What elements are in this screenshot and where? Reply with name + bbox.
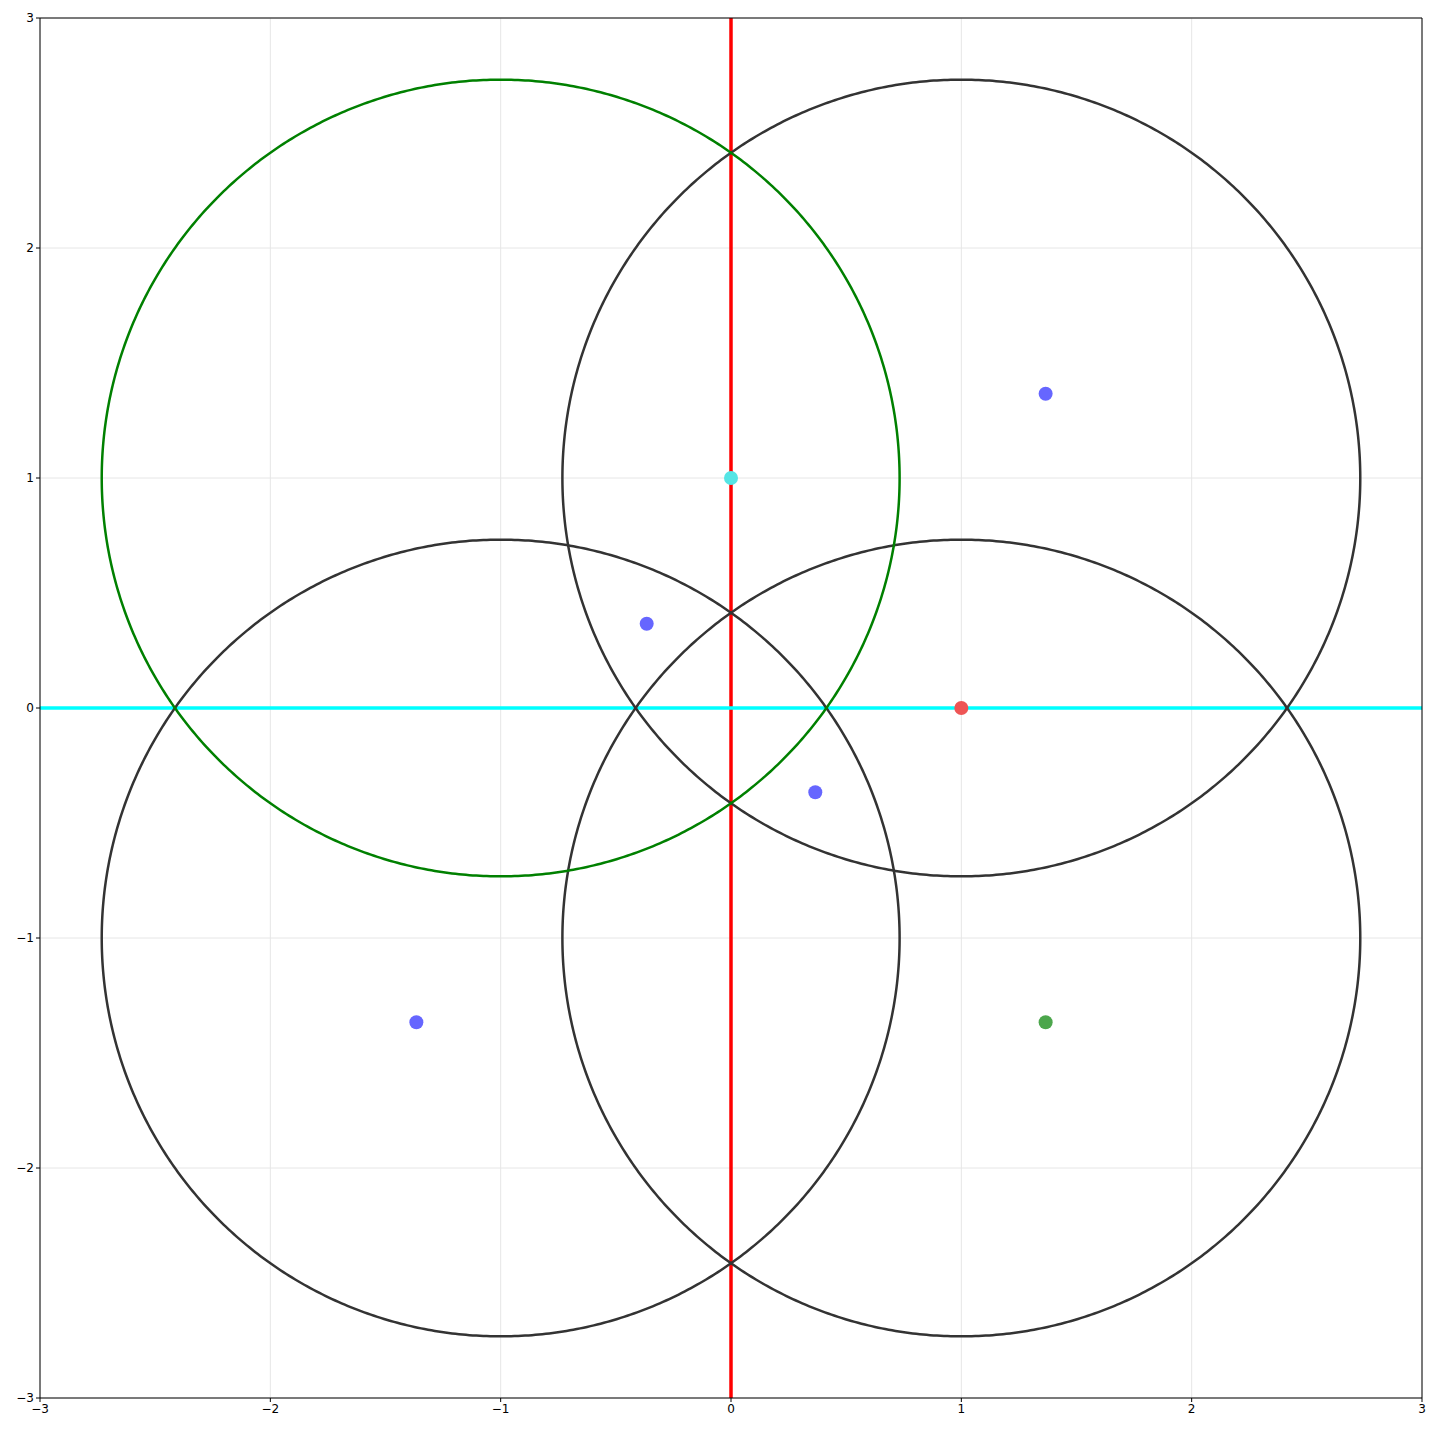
svg-text:3: 3 xyxy=(26,11,34,25)
svg-text:1: 1 xyxy=(26,471,34,485)
svg-text:3: 3 xyxy=(1418,1402,1426,1416)
svg-text:−3: −3 xyxy=(16,1391,34,1405)
svg-text:−3: −3 xyxy=(31,1401,49,1416)
svg-text:0: 0 xyxy=(26,701,34,715)
svg-text:0: 0 xyxy=(727,1402,735,1416)
svg-text:−2: −2 xyxy=(261,1402,279,1416)
svg-text:−2: −2 xyxy=(16,1161,34,1175)
svg-text:2: 2 xyxy=(1188,1402,1196,1416)
svg-text:−1: −1 xyxy=(16,931,34,945)
svg-text:−1: −1 xyxy=(492,1402,510,1416)
svg-text:1: 1 xyxy=(958,1402,966,1416)
svg-text:2: 2 xyxy=(26,241,34,255)
